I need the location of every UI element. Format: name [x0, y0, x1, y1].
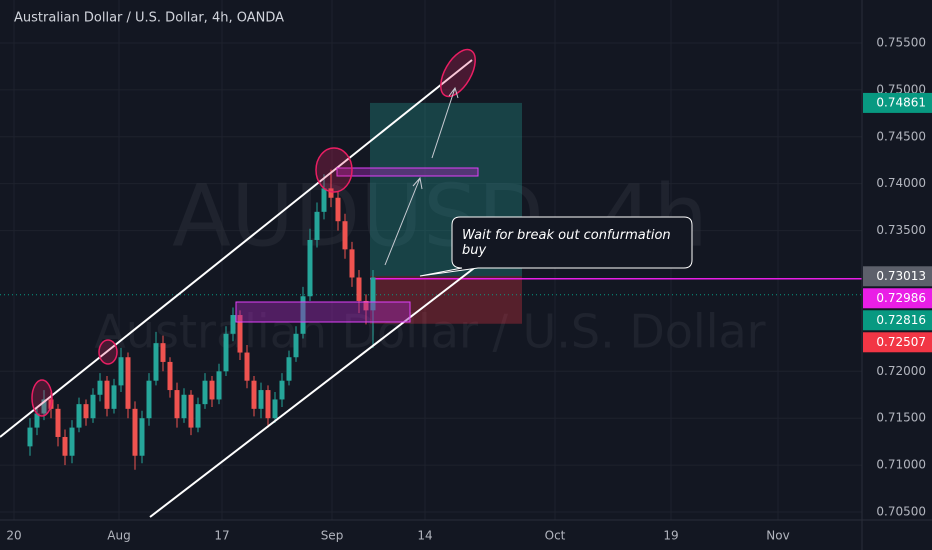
candle-body [55, 408, 61, 437]
candle-body [293, 333, 299, 358]
candle-body [111, 385, 117, 409]
x-tick-label: Aug [107, 529, 130, 543]
demand-zone [235, 301, 411, 323]
y-tick-label: 0.71500 [876, 411, 926, 425]
candle-body [251, 380, 257, 409]
y-tick-label: 0.70500 [876, 505, 926, 519]
candle-body [244, 352, 250, 381]
price-tag [863, 92, 932, 113]
candle-body [27, 427, 33, 447]
highlight-circle [98, 339, 118, 365]
arrow [431, 86, 459, 159]
candle-body [209, 380, 215, 400]
watermark-subtitle: Australian Dollar / U.S. Dollar [94, 305, 765, 359]
drawings [0, 48, 693, 518]
price-tag-label: 0.72986 [876, 291, 926, 305]
x-tick-label: 17 [214, 529, 229, 543]
candle-body [216, 371, 222, 400]
candle-body [265, 390, 271, 419]
candle-body [62, 436, 68, 456]
price-tag [863, 266, 932, 287]
candle-body [237, 315, 243, 353]
x-tick-label: Sep [321, 529, 344, 543]
highlight-circle [31, 379, 53, 417]
candle-body [132, 408, 138, 456]
y-tick-label: 0.73500 [876, 223, 926, 237]
candle-body [195, 404, 201, 428]
price-tag-label: 0.74861 [876, 95, 926, 109]
candle-body [125, 357, 131, 409]
x-tick-label: 19 [663, 529, 678, 543]
chart-title: Australian Dollar / U.S. Dollar, 4h, OAN… [14, 11, 284, 26]
candle-body [230, 315, 236, 334]
candle-body [118, 357, 124, 386]
price-tag-label: 0.72816 [876, 313, 926, 327]
x-tick-label: Oct [545, 529, 566, 543]
channel-upper [0, 59, 473, 438]
candle-body [370, 277, 376, 311]
candle-body [258, 390, 264, 409]
candle-body [202, 380, 208, 405]
price-tag [863, 332, 932, 353]
candle-body [335, 197, 341, 222]
supply-zone [336, 167, 479, 177]
y-tick-label: 0.71000 [876, 458, 926, 472]
candles [27, 169, 376, 470]
x-tick-label: 14 [417, 529, 432, 543]
candle-body [356, 277, 362, 301]
callout [419, 216, 693, 277]
candle-body [34, 413, 40, 428]
candle-body [286, 357, 292, 381]
x-tick-label: 20 [6, 529, 21, 543]
y-tick-label: 0.74000 [876, 176, 926, 190]
candle-body [307, 239, 313, 297]
candle-body [181, 394, 187, 419]
annotation: Wait for break out confurmation buy [462, 228, 671, 258]
price-tag-label: 0.73013 [876, 269, 926, 283]
candle-body [139, 418, 145, 456]
candle-body [223, 333, 229, 372]
candle-body [104, 380, 110, 409]
price-tag [863, 288, 932, 309]
candle-body [272, 399, 278, 419]
candle-body [76, 404, 82, 428]
y-tick-label: 0.72000 [876, 364, 926, 378]
stop-zone [370, 276, 522, 324]
candle-body [321, 188, 327, 212]
candle-body [363, 300, 369, 311]
candle-body [167, 361, 173, 391]
candle-body [174, 390, 180, 419]
y-tick-label: 0.75000 [876, 82, 926, 96]
candle-body [160, 343, 166, 362]
y-tick-label: 0.74500 [876, 129, 926, 143]
candle-body [83, 404, 89, 419]
candle-body [69, 427, 75, 456]
candle-body [279, 380, 285, 400]
price-tag-label: 0.72507 [876, 335, 926, 349]
candle-body [153, 343, 159, 381]
x-tick-label: Nov [766, 529, 789, 543]
price-tag [863, 310, 932, 331]
candle-body [314, 211, 320, 240]
highlight-circle [440, 48, 476, 98]
arrow [384, 176, 423, 266]
channel-lower [149, 261, 483, 518]
candle-body [90, 394, 96, 419]
candle-body [328, 188, 334, 198]
candle-body [41, 399, 47, 414]
candle-body [97, 380, 103, 395]
candle-body [146, 380, 152, 419]
axes: 0.75500 0.75000 0.74500 0.74000 0.73500 0.720… [6, 35, 932, 543]
candle-body [342, 221, 348, 250]
candle-body [300, 296, 306, 334]
candle-body [349, 249, 355, 278]
candle-body [188, 394, 194, 428]
highlight-circle [315, 147, 353, 193]
y-tick-label: 0.75500 [876, 35, 926, 49]
